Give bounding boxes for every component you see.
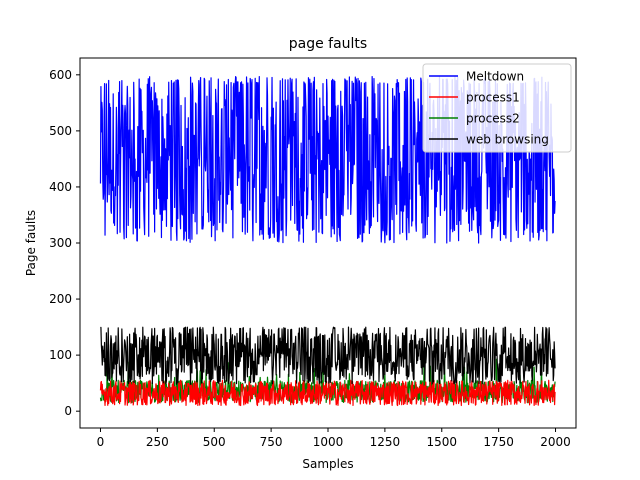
x-tick-label: 250: [146, 435, 169, 449]
legend-box: [422, 63, 572, 153]
y-tick-label: 400: [49, 180, 72, 194]
series-layer: [99, 75, 556, 407]
x-tick-label: 1500: [426, 435, 457, 449]
x-tick-label: 1000: [313, 435, 344, 449]
legend-label: process2: [466, 112, 520, 126]
series-line-process1: [99, 379, 556, 407]
series-line-meltdown: [99, 75, 556, 244]
y-tick-label: 300: [49, 236, 72, 250]
x-axis-label: Samples: [302, 457, 353, 471]
x-tick-label: 750: [260, 435, 283, 449]
y-tick-label: 0: [64, 404, 72, 418]
legend-label: web browsing: [466, 133, 549, 147]
x-tick-label: 500: [203, 435, 226, 449]
x-tick-label: 1750: [483, 435, 514, 449]
x-tick-label: 2000: [540, 435, 571, 449]
series-line-web-browsing: [100, 326, 556, 385]
x-tick-label: 0: [97, 435, 105, 449]
y-tick-label: 500: [49, 124, 72, 138]
y-tick-label: 200: [49, 292, 72, 306]
legend: Meltdown process1 process2 web browsing: [422, 63, 572, 153]
y-tick-label: 100: [49, 348, 72, 362]
chart-title: page faults: [289, 36, 367, 52]
legend-label: process1: [466, 91, 520, 105]
y-axis: 0 100 200 300 400 500 600: [49, 68, 80, 418]
x-tick-label: 1250: [370, 435, 401, 449]
y-axis-label: Page faults: [24, 210, 38, 276]
y-tick-label: 600: [49, 68, 72, 82]
x-axis: 0 250 500 750 1000 1250 1500 1750 2000: [97, 428, 571, 449]
legend-label: Meltdown: [466, 70, 524, 84]
